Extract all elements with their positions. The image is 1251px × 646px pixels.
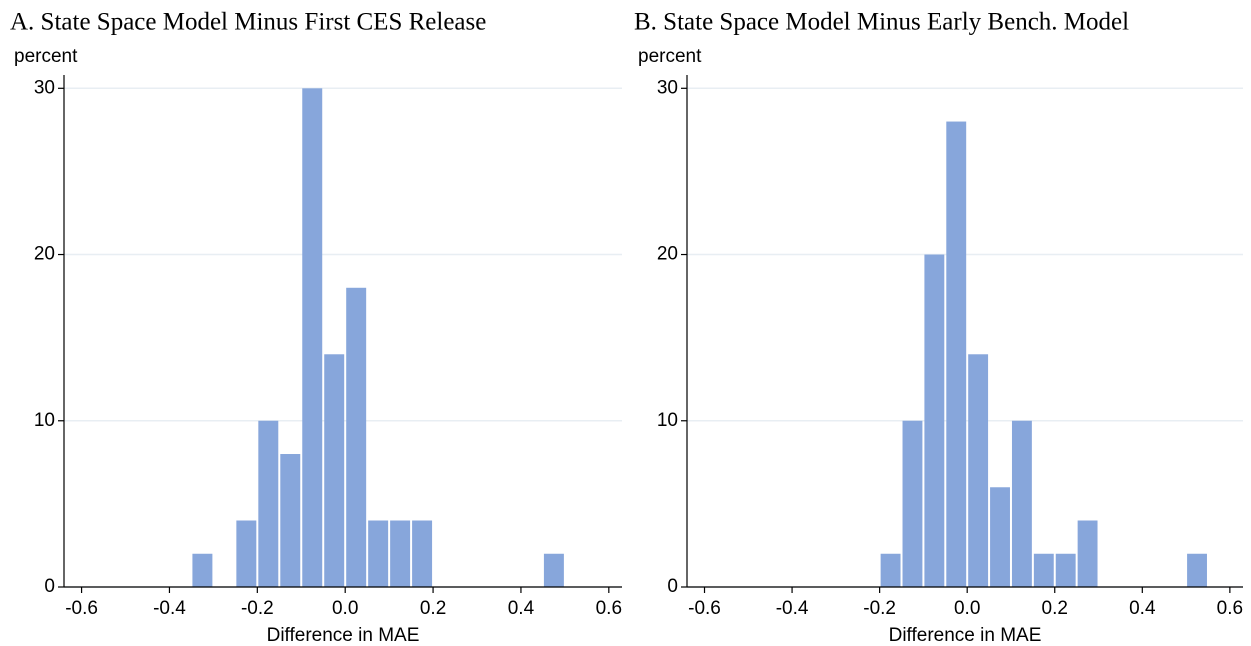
x-tick-label: -0.2 xyxy=(863,598,896,619)
bar xyxy=(346,287,367,587)
x-tick-label: 0.0 xyxy=(332,598,358,619)
x-tick-label: -0.6 xyxy=(688,598,721,619)
bar xyxy=(368,520,389,587)
bar xyxy=(924,254,945,587)
x-tick-label: -0.4 xyxy=(776,598,809,619)
y-tick-label: 20 xyxy=(657,244,678,265)
x-tick-label: 0.6 xyxy=(1217,598,1243,619)
y-tick-label: 30 xyxy=(657,77,678,98)
bar xyxy=(1077,520,1098,587)
chart-title: A. State Space Model Minus First CES Rel… xyxy=(10,9,486,36)
y-tick-label: 10 xyxy=(657,410,678,431)
y-tick-label: 0 xyxy=(44,576,55,597)
y-tick-label: 30 xyxy=(34,77,55,98)
bar xyxy=(236,520,257,587)
x-tick-label: 0.4 xyxy=(508,598,535,619)
x-tick-label: -0.6 xyxy=(65,598,98,619)
bar xyxy=(880,553,901,587)
bar xyxy=(1055,553,1076,587)
bar xyxy=(302,88,323,587)
x-tick-label: -0.4 xyxy=(153,598,186,619)
x-tick-label: 0.6 xyxy=(596,598,622,619)
bar xyxy=(990,487,1010,587)
bar xyxy=(1187,553,1207,587)
bar xyxy=(390,520,411,587)
y-tick-label: 10 xyxy=(34,410,55,431)
chart-title: B. State Space Model Minus Early Bench. … xyxy=(634,9,1129,36)
bar xyxy=(280,454,301,587)
x-tick-label: 0.2 xyxy=(420,598,446,619)
x-axis-label: Difference in MAE xyxy=(889,625,1042,646)
x-tick-label: 0.0 xyxy=(954,598,980,619)
y-axis-label: percent xyxy=(638,46,702,67)
bar xyxy=(192,553,213,587)
y-tick-label: 20 xyxy=(34,244,55,265)
bar xyxy=(324,354,345,587)
y-tick-label: 0 xyxy=(667,576,678,597)
y-axis-label: percent xyxy=(14,46,78,67)
x-axis-label: Difference in MAE xyxy=(267,625,420,646)
x-tick-label: 0.4 xyxy=(1129,598,1156,619)
bar xyxy=(543,553,564,587)
bar xyxy=(946,121,967,587)
bar xyxy=(412,520,433,587)
bar xyxy=(968,354,989,587)
bar xyxy=(902,420,923,587)
bar xyxy=(258,420,279,587)
bar xyxy=(1033,553,1054,587)
x-tick-label: -0.2 xyxy=(241,598,274,619)
bar xyxy=(1011,420,1032,587)
x-tick-label: 0.2 xyxy=(1042,598,1068,619)
